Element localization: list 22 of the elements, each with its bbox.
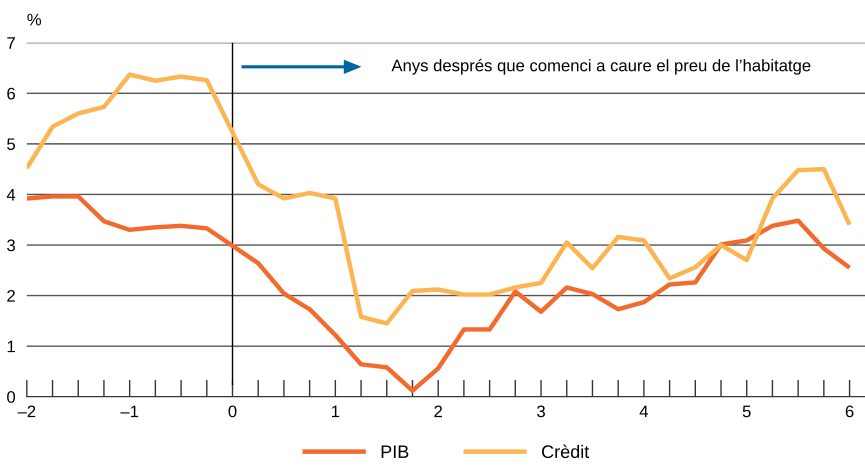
legend-label: Crèdit [542, 444, 590, 458]
y-tick-label: 5 [7, 138, 16, 150]
x-tick-label: 0 [228, 405, 236, 418]
y-tick-label: 7 [7, 37, 15, 49]
x-tick-label: –2 [18, 405, 36, 418]
y-tick-label: 0 [7, 391, 16, 403]
x-tick-label: 5 [742, 406, 751, 418]
y-axis-title: % [27, 14, 42, 26]
y-tick-label: 4 [6, 189, 16, 200]
x-tick-label: 1 [332, 406, 340, 418]
annotation: Anys després que comenci a caure el preu de l’habitatge [391, 58, 810, 75]
x-tick-label: 6 [846, 405, 854, 418]
x-tick-label: –1 [120, 406, 138, 418]
y-tick-label: 1 [8, 340, 15, 352]
x-tick-label: 2 [434, 405, 442, 418]
y-tick-label: 6 [7, 88, 15, 100]
x-tick-label: 4 [640, 406, 648, 418]
legend-label: PIB [382, 445, 408, 458]
x-tick-label: 3 [537, 405, 545, 418]
y-tick-label: 2 [7, 290, 15, 302]
line-series [26, 194, 852, 393]
y-tick-label: 3 [7, 239, 15, 252]
